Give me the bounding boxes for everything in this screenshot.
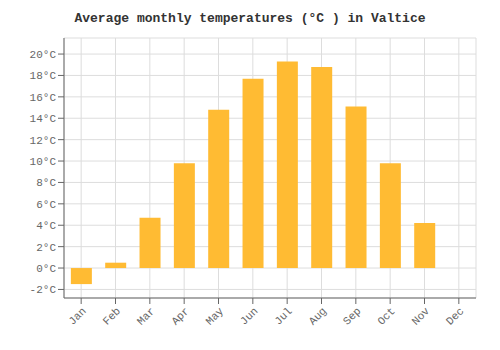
svg-text:Jan: Jan (66, 305, 88, 327)
svg-text:8°C: 8°C (36, 177, 56, 189)
svg-text:-2°C: -2°C (30, 284, 57, 296)
svg-text:18°C: 18°C (30, 70, 57, 82)
html-text:Average monthly temperatures (: Average monthly temperatures (°C ) in Va… (74, 11, 426, 26)
svg-text:16°C: 16°C (30, 92, 57, 104)
svg-text:Sep: Sep (341, 305, 363, 327)
svg-text:2°C: 2°C (36, 242, 56, 254)
svg-text:0°C: 0°C (36, 263, 56, 275)
svg-text:12°C: 12°C (30, 135, 57, 147)
svg-text:Feb: Feb (101, 305, 123, 327)
svg-text:Jun: Jun (238, 305, 260, 327)
svg-text:14°C: 14°C (30, 113, 57, 125)
svg-text:Dec: Dec (444, 305, 466, 327)
svg-text:Oct: Oct (375, 305, 397, 327)
svg-text:Jul: Jul (272, 305, 294, 327)
svg-text:20°C: 20°C (30, 49, 57, 61)
svg-text:Apr: Apr (169, 305, 191, 327)
svg-text:May: May (204, 305, 227, 328)
svg-text:Nov: Nov (410, 305, 433, 328)
svg-text:4°C: 4°C (36, 220, 56, 232)
svg-text:Mar: Mar (135, 305, 157, 327)
svg-text:Aug: Aug (307, 305, 329, 327)
svg-text:6°C: 6°C (36, 199, 56, 211)
svg-text:10°C: 10°C (30, 156, 57, 168)
